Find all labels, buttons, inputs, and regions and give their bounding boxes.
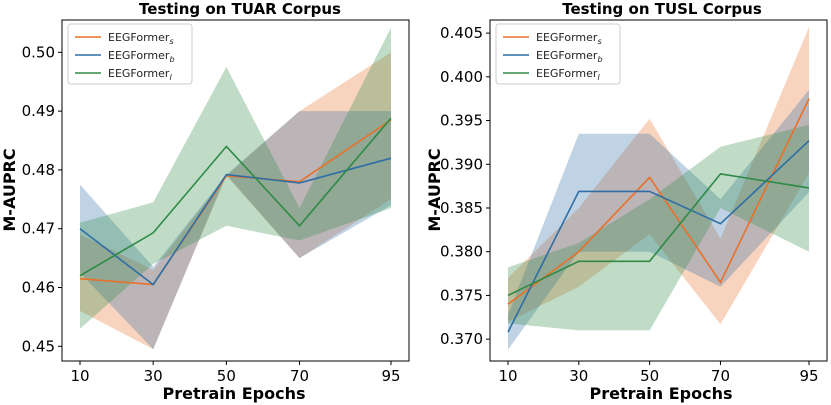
legend-subscript: l (597, 73, 600, 82)
plot-frame (489, 19, 828, 362)
series-line-b (507, 140, 810, 333)
legend: EEGFormers EEGFormerb EEGFormerl (67, 23, 193, 85)
confidence-band-b (508, 89, 809, 350)
x-tick-label: 50 (640, 367, 659, 385)
x-tick-label: 70 (711, 367, 730, 385)
x-tick-label: 95 (381, 367, 400, 385)
x-tick-label: 30 (144, 367, 163, 385)
legend-entry-l: EEGFormerl (536, 67, 600, 82)
chart-tuar: Testing on TUAR Corpus Pretrain Epochs M… (0, 0, 410, 403)
y-tick-label: 0.400 (440, 68, 483, 86)
legend-entry-l: EEGFormerl (108, 67, 172, 82)
y-tick-label: 0.50 (22, 43, 55, 61)
legend-entry-s: EEGFormers (108, 31, 174, 46)
series-line-l (79, 117, 392, 277)
y-tick-label: 0.49 (22, 102, 55, 120)
y-tick-label: 0.48 (22, 161, 55, 179)
legend-subscript: l (169, 73, 172, 82)
legend-entry-b: EEGFormerb (108, 49, 175, 64)
chart-title: Testing on TUSL Corpus (562, 0, 762, 18)
plot-area: 10 30 50 70 95 0.45 0.46 0.47 0.48 0.49 0.50 EEGFor… (22, 19, 410, 385)
chart-title: Testing on TUAR Corpus (139, 0, 341, 18)
legend: EEGFormers EEGFormerb EEGFormerl (495, 23, 621, 85)
series-line-s (507, 98, 810, 305)
y-tick-label: 0.380 (440, 243, 483, 261)
y-tick-label: 0.47 (22, 220, 55, 238)
confidence-band-s (508, 27, 809, 325)
confidence-band-l (80, 27, 391, 329)
legend-entry-b: EEGFormerb (536, 49, 603, 64)
series-line-l (507, 173, 810, 297)
series-line-b (79, 157, 392, 286)
legend-subscript: b (169, 55, 174, 64)
y-tick-label: 0.45 (22, 337, 55, 355)
legend-box (67, 23, 193, 85)
legend-subscript: s (597, 37, 601, 46)
y-tick-label: 0.390 (440, 155, 483, 173)
confidence-band-b (80, 111, 391, 350)
y-axis-label: M-AUPRC (0, 148, 19, 231)
legend-box (495, 23, 621, 85)
y-tick-label: 0.405 (440, 24, 483, 42)
x-axis-label: Pretrain Epochs (162, 384, 305, 403)
x-axis-label: Pretrain Epochs (589, 384, 732, 403)
x-tick-label: 50 (217, 367, 236, 385)
y-axis-label: M-AUPRC (425, 148, 444, 231)
y-tick-label: 0.395 (440, 112, 483, 130)
confidence-band-s (80, 52, 391, 350)
y-tick-label: 0.46 (22, 279, 55, 297)
legend-subscript: b (597, 55, 602, 64)
chart-tusl: Testing on TUSL Corpus Pretrain Epochs M… (425, 0, 828, 403)
y-tick-label: 0.385 (440, 199, 483, 217)
x-tick-label: 30 (569, 367, 588, 385)
y-tick-label: 0.370 (440, 330, 483, 348)
x-tick-label: 10 (498, 367, 517, 385)
x-tick-label: 70 (290, 367, 309, 385)
plot-area: 10 30 50 70 95 0.370 0.375 0.380 0.385 0.390 0.395… (440, 19, 828, 385)
x-tick-label: 10 (70, 367, 89, 385)
y-tick-label: 0.375 (440, 286, 483, 304)
x-tick-label: 95 (799, 367, 818, 385)
plot-frame (61, 19, 410, 362)
legend-subscript: s (169, 37, 173, 46)
legend-entry-s: EEGFormers (536, 31, 602, 46)
